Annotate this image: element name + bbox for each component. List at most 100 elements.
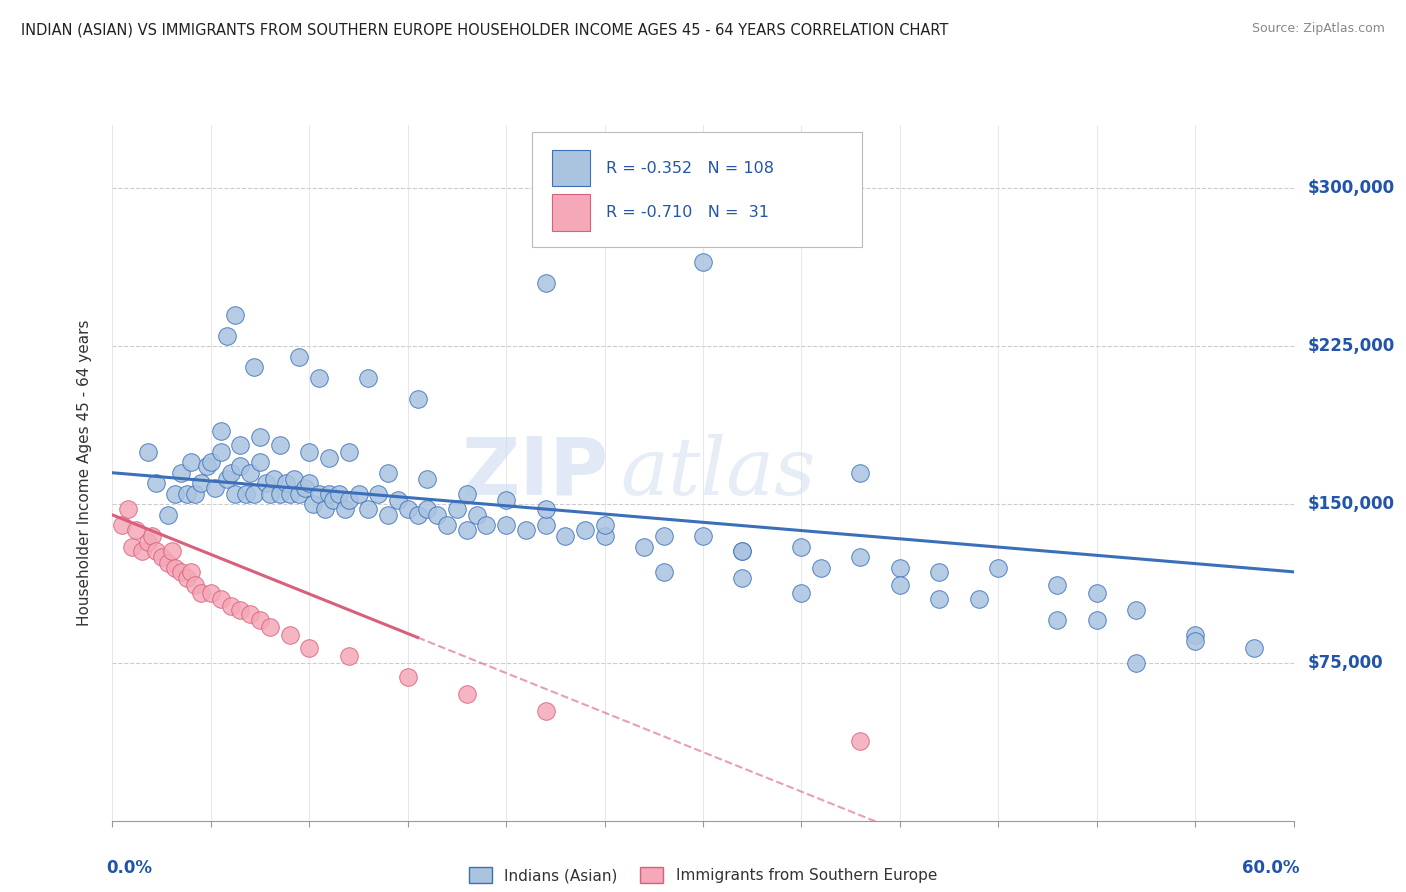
Point bbox=[554, 529, 576, 543]
Point bbox=[136, 444, 159, 458]
Point bbox=[987, 560, 1010, 574]
Point bbox=[416, 501, 439, 516]
Point bbox=[889, 560, 911, 574]
Point bbox=[1046, 613, 1069, 627]
Point bbox=[1085, 613, 1108, 627]
Point bbox=[195, 459, 218, 474]
Point bbox=[229, 438, 252, 452]
Point bbox=[465, 508, 488, 522]
Point bbox=[184, 487, 207, 501]
Text: 60.0%: 60.0% bbox=[1241, 859, 1299, 877]
Point bbox=[125, 523, 148, 537]
Point bbox=[141, 529, 163, 543]
Point bbox=[215, 472, 238, 486]
Point bbox=[534, 704, 557, 718]
Legend: Indians (Asian), Immigrants from Southern Europe: Indians (Asian), Immigrants from Souther… bbox=[463, 862, 943, 889]
Text: INDIAN (ASIAN) VS IMMIGRANTS FROM SOUTHERN EUROPE HOUSEHOLDER INCOME AGES 45 - 6: INDIAN (ASIAN) VS IMMIGRANTS FROM SOUTHE… bbox=[21, 22, 949, 37]
Point bbox=[224, 308, 246, 322]
Point bbox=[200, 455, 222, 469]
Point bbox=[337, 493, 360, 508]
Point bbox=[849, 550, 872, 565]
FancyBboxPatch shape bbox=[531, 132, 862, 247]
Point bbox=[156, 557, 179, 571]
Point bbox=[298, 640, 321, 655]
Point bbox=[652, 565, 675, 579]
Point bbox=[111, 518, 134, 533]
Point bbox=[190, 476, 212, 491]
Point bbox=[180, 455, 202, 469]
Point bbox=[928, 592, 950, 607]
Point bbox=[790, 586, 813, 600]
Point bbox=[534, 501, 557, 516]
Point bbox=[416, 472, 439, 486]
Point bbox=[318, 450, 340, 465]
Point bbox=[219, 466, 242, 480]
Point bbox=[322, 493, 344, 508]
Point bbox=[534, 518, 557, 533]
Point bbox=[928, 565, 950, 579]
Point bbox=[731, 543, 754, 558]
Point bbox=[495, 518, 517, 533]
Point bbox=[357, 501, 380, 516]
Point bbox=[1085, 586, 1108, 600]
Point bbox=[176, 571, 198, 585]
Point bbox=[318, 487, 340, 501]
Point bbox=[1184, 628, 1206, 642]
Point bbox=[259, 487, 281, 501]
Text: $75,000: $75,000 bbox=[1308, 654, 1384, 672]
Point bbox=[426, 508, 449, 522]
Point bbox=[136, 535, 159, 549]
Point bbox=[243, 487, 266, 501]
Point bbox=[170, 565, 193, 579]
Point bbox=[249, 613, 271, 627]
Point bbox=[731, 543, 754, 558]
Point bbox=[515, 523, 537, 537]
Point bbox=[849, 733, 872, 747]
Point bbox=[165, 487, 187, 501]
Point bbox=[436, 518, 458, 533]
Text: $225,000: $225,000 bbox=[1308, 337, 1395, 355]
Point bbox=[446, 501, 468, 516]
Point bbox=[1046, 577, 1069, 591]
Point bbox=[495, 493, 517, 508]
Text: R = -0.710   N =  31: R = -0.710 N = 31 bbox=[606, 205, 769, 220]
Point bbox=[176, 487, 198, 501]
Point bbox=[357, 371, 380, 385]
Point bbox=[475, 518, 498, 533]
Point bbox=[229, 603, 252, 617]
Point bbox=[967, 592, 990, 607]
Point bbox=[574, 523, 596, 537]
Point bbox=[333, 501, 356, 516]
Point bbox=[367, 487, 389, 501]
Point bbox=[145, 543, 167, 558]
Point bbox=[456, 487, 478, 501]
Point bbox=[298, 444, 321, 458]
Point bbox=[180, 565, 202, 579]
Point bbox=[200, 586, 222, 600]
Text: atlas: atlas bbox=[620, 434, 815, 511]
Point bbox=[224, 487, 246, 501]
Point bbox=[396, 501, 419, 516]
Point bbox=[269, 438, 291, 452]
Point bbox=[337, 649, 360, 664]
Point bbox=[184, 577, 207, 591]
Point bbox=[294, 481, 316, 495]
Point bbox=[593, 529, 616, 543]
Point bbox=[156, 508, 179, 522]
Text: $300,000: $300,000 bbox=[1308, 179, 1395, 197]
Point bbox=[889, 577, 911, 591]
Point bbox=[406, 392, 429, 406]
Point bbox=[377, 466, 399, 480]
Text: 0.0%: 0.0% bbox=[107, 859, 153, 877]
Point bbox=[259, 620, 281, 634]
Point bbox=[396, 670, 419, 684]
Point bbox=[328, 487, 350, 501]
Point bbox=[337, 444, 360, 458]
Point bbox=[314, 501, 336, 516]
Point bbox=[810, 560, 832, 574]
Point bbox=[278, 487, 301, 501]
Point bbox=[239, 607, 262, 621]
Point bbox=[308, 371, 330, 385]
Point bbox=[274, 476, 297, 491]
Point bbox=[534, 276, 557, 290]
